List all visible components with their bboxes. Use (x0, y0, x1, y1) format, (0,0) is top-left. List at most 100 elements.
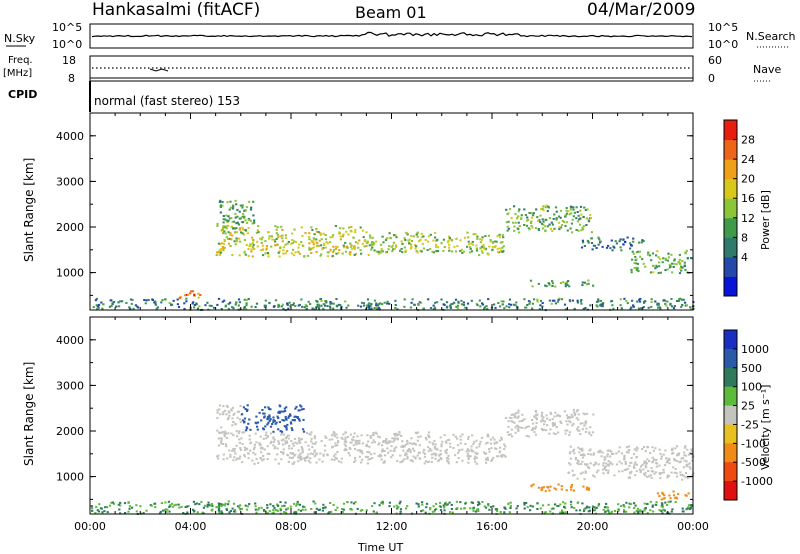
data-cell (244, 229, 248, 232)
data-cell (256, 425, 259, 428)
data-cell (508, 416, 511, 419)
data-cell (277, 303, 280, 306)
data-cell (222, 413, 225, 416)
data-cell (539, 304, 542, 307)
data-cell (635, 266, 638, 269)
data-cell (353, 432, 356, 435)
data-cell (651, 456, 654, 459)
data-cell (131, 298, 134, 301)
data-cell (499, 446, 502, 449)
data-cell (399, 461, 402, 464)
data-cell (177, 306, 181, 308)
data-cell (542, 428, 546, 431)
data-cell (308, 232, 311, 235)
data-cell (618, 240, 621, 243)
data-cell (349, 253, 352, 256)
data-cell (560, 226, 563, 229)
data-cell (518, 225, 521, 228)
data-cell (478, 445, 481, 448)
data-cell (410, 437, 413, 440)
data-cell (609, 247, 612, 250)
data-cell (334, 247, 337, 250)
data-cell (277, 417, 280, 420)
data-cell (577, 229, 580, 232)
data-cell (345, 230, 348, 233)
data-cell (659, 452, 662, 455)
data-cell (386, 300, 389, 303)
data-cell (307, 300, 310, 303)
data-cell (633, 267, 636, 269)
data-cell (456, 307, 459, 310)
data-cell (690, 308, 693, 310)
data-cell (494, 240, 497, 243)
data-cell (503, 454, 506, 457)
data-cell (349, 250, 352, 253)
data-cell (331, 438, 334, 441)
data-cell (558, 414, 561, 417)
data-cell (334, 453, 337, 456)
data-cell (218, 504, 221, 507)
data-cell (348, 447, 351, 449)
data-cell (319, 452, 322, 455)
data-cell (276, 447, 279, 450)
data-cell (590, 231, 593, 234)
data-cell (400, 435, 403, 437)
data-cell (412, 442, 415, 445)
colorbar-swatch (724, 330, 737, 350)
data-cell (324, 506, 327, 509)
data-cell (427, 446, 430, 449)
data-cell (501, 453, 504, 456)
data-cell (407, 448, 411, 451)
data-cell (672, 490, 675, 493)
data-cell (405, 232, 409, 235)
data-cell (666, 476, 669, 479)
data-cell (319, 233, 322, 236)
data-cell (584, 463, 587, 466)
data-cell (634, 262, 638, 265)
data-cell (416, 251, 419, 254)
data-cell (368, 445, 371, 448)
data-cell (285, 435, 288, 438)
data-cell (639, 255, 642, 258)
data-cell (227, 224, 230, 227)
data-cell (476, 237, 479, 240)
data-cell (381, 444, 384, 447)
data-cell (533, 431, 536, 434)
data-cell (388, 505, 391, 508)
data-cell (313, 435, 316, 438)
data-cell (277, 236, 280, 239)
data-cell (240, 437, 243, 440)
data-cell (560, 224, 564, 227)
data-cell (536, 216, 539, 219)
data-cell (401, 251, 404, 254)
data-cell (281, 303, 284, 306)
data-cell (427, 240, 430, 243)
data-cell (670, 471, 673, 474)
data-cell (369, 435, 372, 438)
data-cell (381, 303, 384, 306)
data-cell (672, 452, 675, 454)
data-cell (496, 509, 499, 512)
data-cell (306, 456, 309, 459)
data-cell (265, 248, 268, 251)
data-cell (650, 259, 653, 262)
data-cell (437, 250, 440, 253)
data-cell (225, 227, 228, 230)
data-cell (573, 452, 576, 455)
data-cell (592, 453, 595, 456)
data-cell (223, 226, 227, 229)
data-cell (310, 252, 313, 254)
data-cell (446, 241, 450, 244)
data-cell (440, 443, 443, 446)
data-cell (635, 463, 638, 466)
data-cell (160, 502, 163, 505)
data-cell (435, 243, 438, 246)
data-cell (219, 251, 223, 254)
data-cell (220, 505, 223, 508)
data-cell (385, 237, 388, 240)
data-cell (676, 445, 679, 448)
data-cell (594, 461, 597, 464)
colorbar-tick-label: -1000 (741, 475, 773, 488)
data-cell (491, 436, 495, 439)
